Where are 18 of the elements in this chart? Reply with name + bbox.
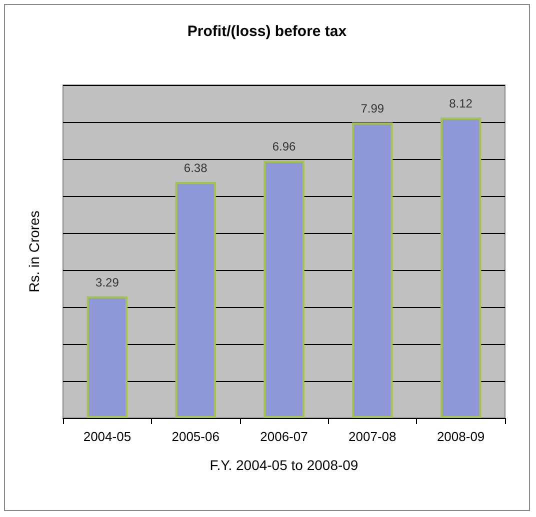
- data-label: 6.96: [272, 139, 296, 154]
- y-axis-title: Rs. in Crores: [26, 210, 42, 292]
- x-tick-label: 2006-07: [260, 429, 308, 444]
- chart-title: Profit/(loss) before tax: [187, 23, 348, 40]
- data-label: 6.38: [184, 160, 208, 175]
- x-tick-label: 2007-08: [348, 429, 396, 444]
- bar: [440, 118, 482, 418]
- x-axis-title: F.Y. 2004-05 to 2008-09: [210, 457, 358, 473]
- bar: [352, 122, 393, 418]
- bar: [175, 182, 216, 418]
- x-tick-label: 2008-09: [436, 429, 485, 444]
- data-label: 7.99: [360, 101, 384, 116]
- data-label: 8.12: [449, 96, 473, 111]
- data-label: 3.29: [96, 275, 120, 290]
- bar: [86, 296, 128, 418]
- x-tick-label: 2005-06: [172, 429, 220, 444]
- x-tick-label: 2004-05: [83, 429, 132, 444]
- bar: [264, 160, 304, 418]
